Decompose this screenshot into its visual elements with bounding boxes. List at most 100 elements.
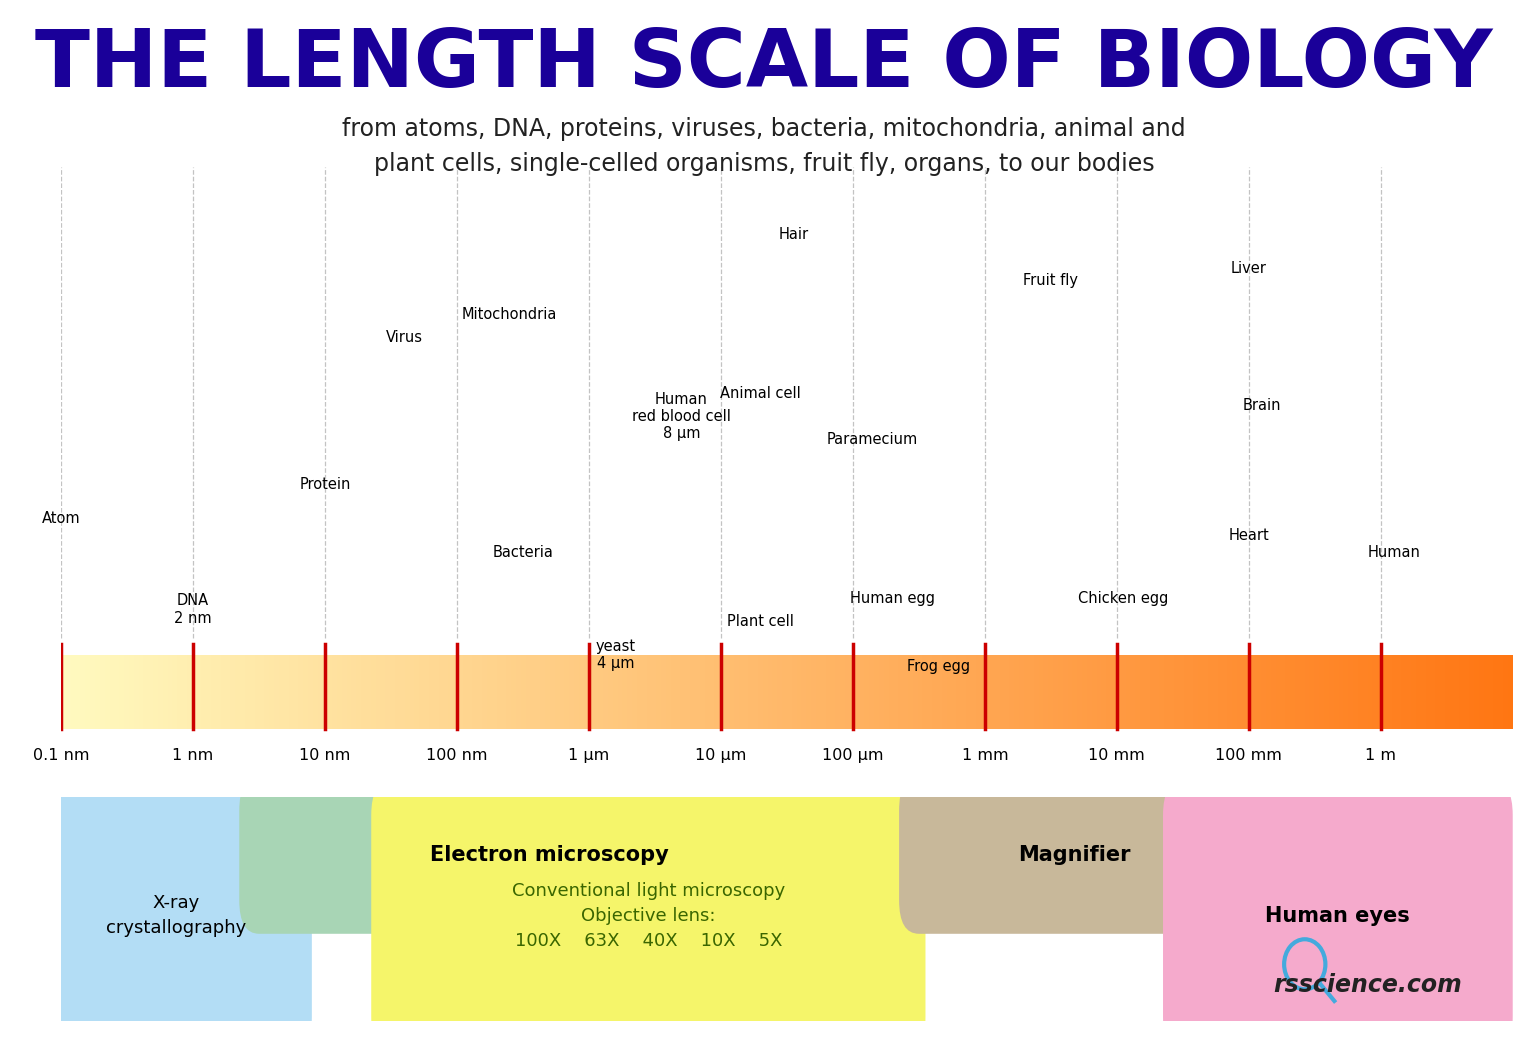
- Text: 0.1 nm: 0.1 nm: [34, 748, 89, 763]
- Bar: [869, 655, 874, 729]
- Bar: [1164, 655, 1169, 729]
- Text: Plant cell: Plant cell: [727, 614, 795, 628]
- Bar: [177, 655, 182, 729]
- Bar: [309, 655, 313, 729]
- Bar: [356, 655, 361, 729]
- Bar: [1296, 655, 1300, 729]
- Bar: [680, 655, 685, 729]
- Bar: [385, 655, 390, 729]
- Bar: [912, 655, 917, 729]
- Text: 10 nm: 10 nm: [299, 748, 351, 763]
- Text: 1 μm: 1 μm: [568, 748, 610, 763]
- Bar: [66, 655, 70, 729]
- Bar: [966, 655, 970, 729]
- Bar: [1115, 655, 1122, 729]
- Bar: [1151, 655, 1155, 729]
- Bar: [758, 655, 762, 729]
- Bar: [816, 655, 821, 729]
- Bar: [231, 655, 235, 729]
- Bar: [604, 655, 608, 729]
- Bar: [1160, 655, 1164, 729]
- Bar: [545, 655, 550, 729]
- Bar: [119, 655, 124, 729]
- Bar: [104, 655, 110, 729]
- Bar: [1082, 655, 1086, 729]
- Bar: [1265, 655, 1271, 729]
- Bar: [685, 655, 691, 729]
- Bar: [1508, 655, 1513, 729]
- Bar: [361, 655, 367, 729]
- Bar: [400, 655, 405, 729]
- Bar: [477, 655, 483, 729]
- Bar: [124, 655, 128, 729]
- FancyBboxPatch shape: [1163, 782, 1513, 1042]
- Bar: [274, 655, 280, 729]
- Bar: [637, 655, 642, 729]
- Bar: [1426, 655, 1430, 729]
- Bar: [425, 655, 429, 729]
- Bar: [1464, 655, 1470, 729]
- Bar: [1144, 655, 1151, 729]
- Bar: [970, 655, 976, 729]
- Text: Liver: Liver: [1232, 262, 1267, 276]
- Bar: [454, 655, 458, 729]
- Text: Protein: Protein: [299, 477, 351, 492]
- Bar: [1309, 655, 1314, 729]
- Bar: [947, 655, 952, 729]
- Bar: [202, 655, 206, 729]
- Bar: [1057, 655, 1063, 729]
- Bar: [342, 655, 347, 729]
- Text: Virus: Virus: [385, 329, 423, 345]
- Bar: [115, 655, 119, 729]
- Bar: [753, 655, 758, 729]
- Bar: [1484, 655, 1488, 729]
- Bar: [787, 655, 792, 729]
- Bar: [854, 655, 860, 729]
- Bar: [720, 655, 724, 729]
- Bar: [704, 655, 709, 729]
- Bar: [1372, 655, 1377, 729]
- Bar: [1232, 655, 1238, 729]
- Bar: [222, 655, 226, 729]
- Bar: [1358, 655, 1363, 729]
- Bar: [1238, 655, 1242, 729]
- Bar: [796, 655, 802, 729]
- Bar: [1504, 655, 1508, 729]
- Bar: [666, 655, 671, 729]
- Bar: [646, 655, 651, 729]
- Bar: [289, 655, 293, 729]
- Bar: [715, 655, 720, 729]
- Bar: [99, 655, 104, 729]
- Text: Frog egg: Frog egg: [908, 659, 970, 674]
- Text: Human eyes: Human eyes: [1265, 905, 1410, 926]
- Bar: [1086, 655, 1091, 729]
- Bar: [380, 655, 385, 729]
- Bar: [497, 655, 501, 729]
- Bar: [874, 655, 879, 729]
- Bar: [251, 655, 255, 729]
- Bar: [1126, 655, 1131, 729]
- Bar: [492, 655, 497, 729]
- Bar: [1459, 655, 1464, 729]
- Text: Electron microscopy: Electron microscopy: [429, 845, 669, 865]
- Bar: [937, 655, 941, 729]
- Text: 1 m: 1 m: [1365, 748, 1397, 763]
- Text: Bacteria: Bacteria: [492, 545, 553, 561]
- Bar: [1339, 655, 1343, 729]
- Text: Animal cell: Animal cell: [720, 387, 801, 401]
- Text: X-ray
crystallography: X-ray crystallography: [107, 894, 246, 938]
- Bar: [608, 655, 613, 729]
- Bar: [709, 655, 715, 729]
- Bar: [541, 655, 545, 729]
- Bar: [550, 655, 555, 729]
- Bar: [414, 655, 419, 729]
- Bar: [1368, 655, 1372, 729]
- Bar: [579, 655, 584, 729]
- Bar: [1334, 655, 1339, 729]
- Bar: [255, 655, 260, 729]
- Bar: [1122, 655, 1126, 729]
- Bar: [1450, 655, 1455, 729]
- Bar: [215, 655, 222, 729]
- Bar: [1213, 655, 1218, 729]
- Bar: [986, 655, 990, 729]
